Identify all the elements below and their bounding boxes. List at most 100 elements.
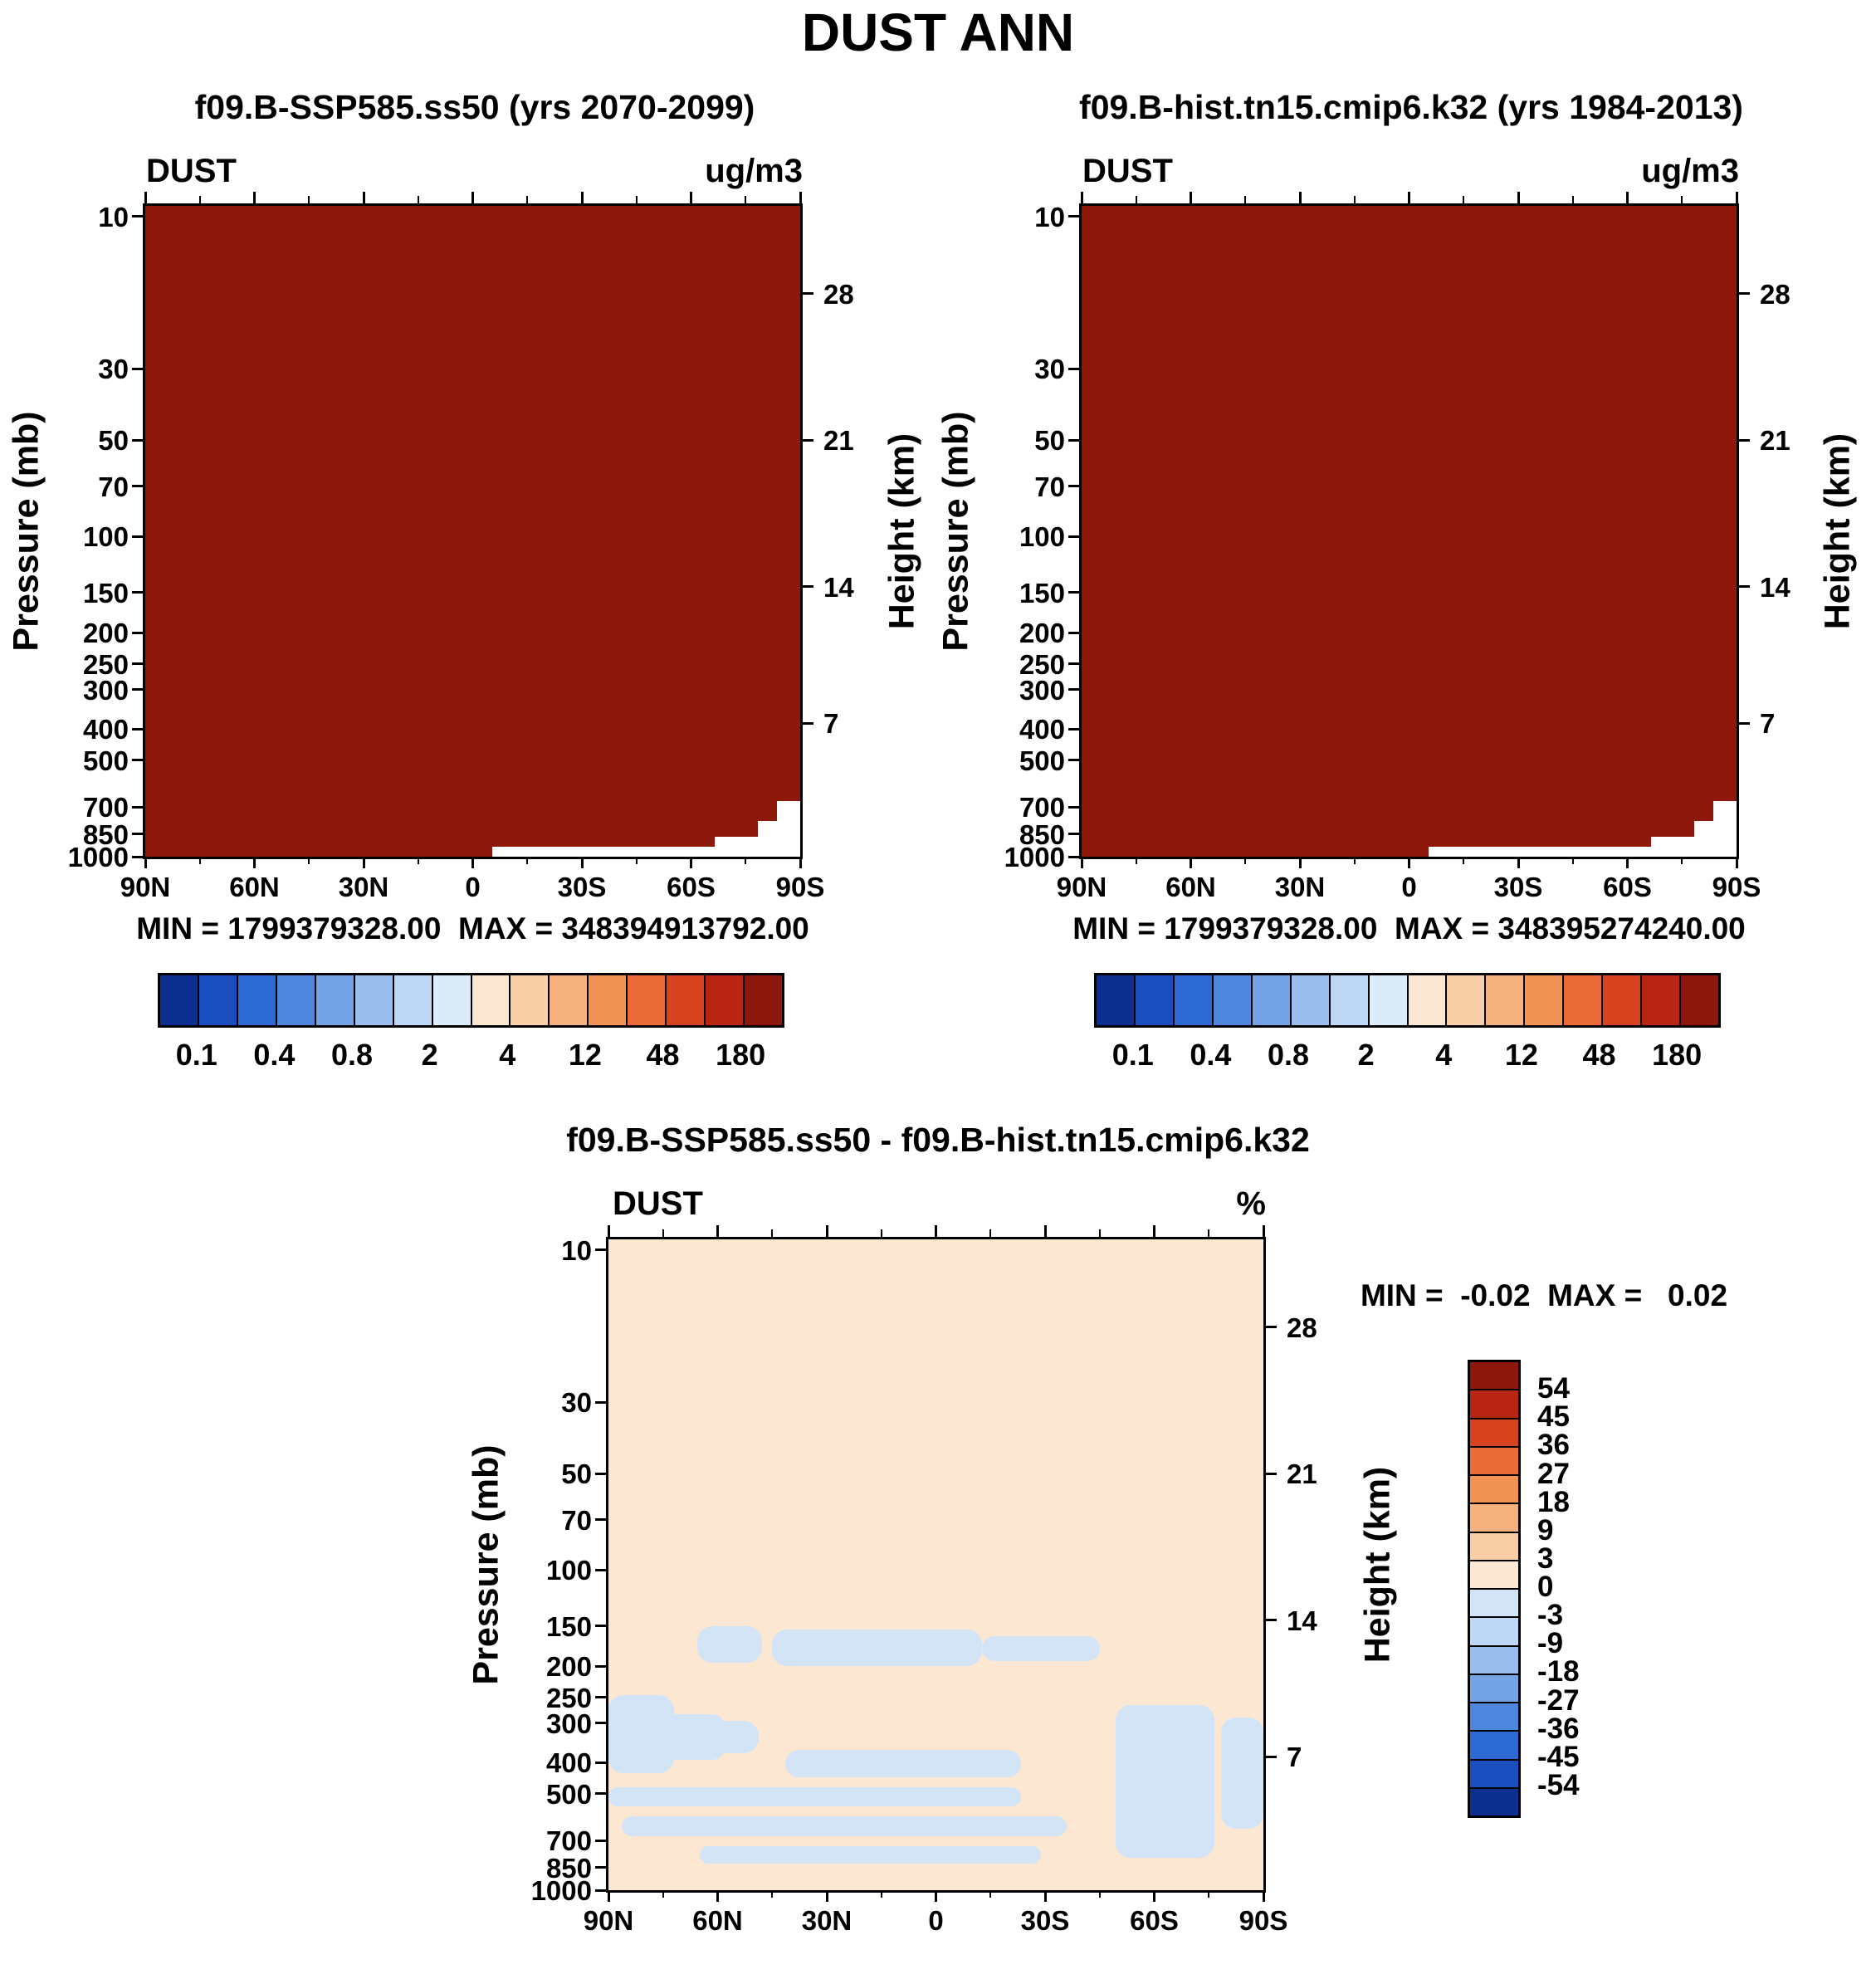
x-tick bbox=[1517, 857, 1520, 868]
colorbar-chip bbox=[1470, 1590, 1518, 1619]
x-minor-tick bbox=[1681, 196, 1683, 203]
diff-negative-region bbox=[700, 1845, 1041, 1864]
pressure-tick bbox=[132, 662, 145, 666]
colorbar-tick-label: 180 bbox=[716, 1038, 766, 1072]
height-tick-label: 21 bbox=[823, 425, 854, 457]
x-tick bbox=[253, 192, 256, 203]
colorbar-tick-label: 4 bbox=[499, 1038, 516, 1072]
colorbar-tick-label: 36 bbox=[1537, 1429, 1570, 1462]
diff-negative-region bbox=[981, 1636, 1100, 1662]
x-tick bbox=[362, 857, 365, 868]
pressure-tick bbox=[132, 485, 145, 488]
surface-notch bbox=[1429, 847, 1737, 857]
height-tick-label: 21 bbox=[1760, 425, 1791, 457]
pressure-tick bbox=[1068, 535, 1082, 538]
panel-title-right: f09.B-hist.tn15.cmip6.k32 (yrs 1984-2013… bbox=[1079, 88, 1743, 126]
x-tick-label: 30S bbox=[1020, 1905, 1070, 1936]
height-tick-label: 14 bbox=[823, 571, 854, 603]
x-minor-tick bbox=[1681, 857, 1683, 864]
x-tick-label: 30S bbox=[1493, 872, 1543, 902]
colorbar-right bbox=[1094, 973, 1721, 1028]
x-minor-tick bbox=[1135, 857, 1137, 864]
colorbar-chip bbox=[198, 975, 238, 1025]
height-tick bbox=[1737, 585, 1750, 589]
x-minor-tick bbox=[635, 857, 638, 864]
pressure-tick-label: 250 bbox=[1019, 648, 1065, 680]
height-tick-label: 21 bbox=[1287, 1459, 1317, 1490]
x-tick bbox=[1408, 857, 1410, 868]
x-tick bbox=[1517, 192, 1520, 203]
pressure-tick bbox=[595, 1792, 608, 1796]
x-minor-tick bbox=[198, 196, 201, 203]
diff-negative-region bbox=[772, 1630, 982, 1666]
pressure-tick bbox=[132, 367, 145, 370]
pressure-tick-label: 850 bbox=[1019, 818, 1065, 850]
pressure-tick-label: 10 bbox=[1034, 201, 1065, 232]
x-tick bbox=[1298, 857, 1302, 868]
stats-right: MIN = 1799379328.00 MAX = 348395274240.0… bbox=[1072, 911, 1746, 946]
colorbar-tick-label: 48 bbox=[1582, 1038, 1616, 1072]
colorbar-chip bbox=[706, 975, 745, 1025]
units-label-diff: % bbox=[1236, 1185, 1266, 1222]
diff-negative-region bbox=[621, 1815, 1067, 1836]
pressure-tick-label: 10 bbox=[98, 201, 129, 232]
panel-title-diff: f09.B-SSP585.ss50 - f09.B-hist.tn15.cmip… bbox=[566, 1121, 1310, 1159]
height-tick bbox=[1263, 1619, 1277, 1622]
colorbar-chip bbox=[1486, 975, 1526, 1025]
colorbar-tick-label: 9 bbox=[1537, 1513, 1554, 1547]
x-minor-tick bbox=[1208, 1229, 1210, 1237]
x-tick-label: 30N bbox=[801, 1905, 853, 1936]
height-tick-label: 28 bbox=[823, 278, 854, 310]
pressure-tick bbox=[1068, 833, 1082, 836]
colorbar-tick-label: 45 bbox=[1537, 1400, 1570, 1434]
surface-notch bbox=[1713, 801, 1737, 857]
pressure-tick-label: 70 bbox=[561, 1504, 592, 1536]
colorbar-chip bbox=[667, 975, 706, 1025]
colorbar-chip bbox=[1470, 1674, 1518, 1703]
colorbar-chip bbox=[1470, 1447, 1518, 1476]
units-label-left: ug/m3 bbox=[705, 153, 803, 189]
colorbar-chip bbox=[432, 975, 472, 1025]
colorbar-tick-label: 180 bbox=[1652, 1038, 1703, 1072]
x-tick-label: 0 bbox=[928, 1905, 944, 1936]
x-tick bbox=[935, 1890, 937, 1902]
x-minor-tick bbox=[1463, 196, 1465, 203]
x-tick bbox=[1043, 1225, 1047, 1237]
pressure-tick bbox=[595, 1518, 608, 1522]
pressure-tick bbox=[1068, 367, 1082, 370]
height-tick-label: 7 bbox=[823, 708, 839, 740]
colorbar-chip bbox=[1470, 1476, 1518, 1505]
x-minor-tick bbox=[198, 857, 201, 864]
colorbar-chip bbox=[1369, 975, 1409, 1025]
pressure-tick-label: 50 bbox=[1034, 425, 1065, 457]
pressure-tick-label: 70 bbox=[98, 471, 129, 502]
pressure-tick-label: 10 bbox=[561, 1234, 592, 1266]
x-tick bbox=[716, 1225, 719, 1237]
x-tick bbox=[1262, 1225, 1265, 1237]
figure-title: DUST ANN bbox=[801, 2, 1075, 62]
x-tick bbox=[362, 192, 365, 203]
pressure-tick-label: 500 bbox=[545, 1778, 592, 1810]
pressure-tick bbox=[595, 1625, 608, 1628]
x-minor-tick bbox=[526, 196, 529, 203]
colorbar-chip bbox=[1470, 1561, 1518, 1590]
colorbar-tick-label: 2 bbox=[1357, 1038, 1375, 1072]
diff-negative-region bbox=[1116, 1704, 1214, 1858]
colorbar-tick-label: 12 bbox=[1504, 1038, 1538, 1072]
colorbar-tick-label: 2 bbox=[421, 1038, 438, 1072]
colorbar-tick-label: -54 bbox=[1537, 1768, 1580, 1801]
x-minor-tick bbox=[745, 196, 747, 203]
colorbar-tick-label: 0.8 bbox=[1268, 1038, 1310, 1072]
colorbar-chip bbox=[237, 975, 277, 1025]
x-tick bbox=[471, 857, 474, 868]
diff-negative-region bbox=[785, 1750, 1022, 1778]
x-tick bbox=[607, 1890, 610, 1902]
colorbar-chip bbox=[1642, 975, 1682, 1025]
pressure-tick bbox=[1068, 805, 1082, 809]
colorbar-chip bbox=[1408, 975, 1448, 1025]
pressure-tick bbox=[1068, 485, 1082, 488]
colorbar-tick-label: 0 bbox=[1537, 1571, 1554, 1603]
height-tick-label: 14 bbox=[1287, 1605, 1317, 1636]
units-label-right: ug/m3 bbox=[1641, 153, 1739, 189]
field-label-diff: DUST bbox=[613, 1185, 703, 1222]
